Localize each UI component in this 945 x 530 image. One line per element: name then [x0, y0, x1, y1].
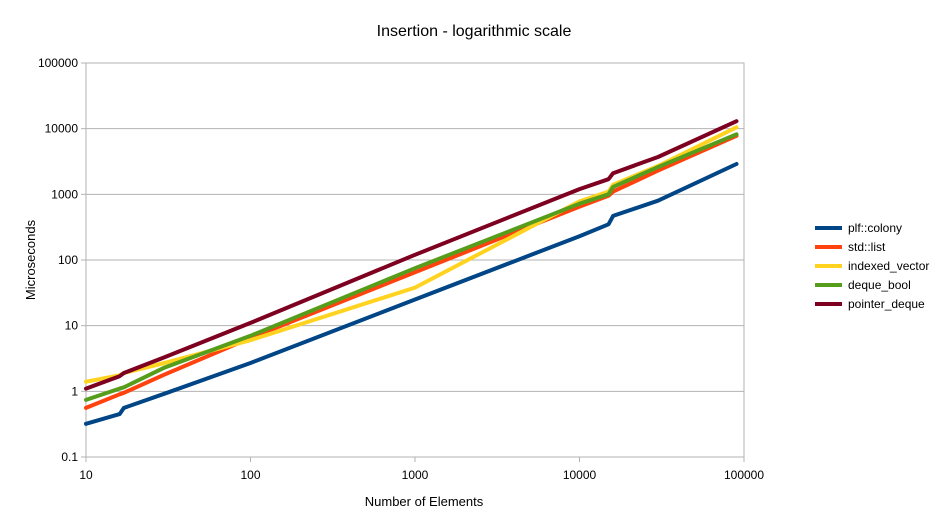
x-tick-label: 100	[240, 468, 260, 482]
x-axis-ticks: 10 100 1000 10000 100000	[79, 457, 764, 482]
legend-label: std::list	[848, 240, 886, 254]
series-line-std-list	[84, 133, 739, 410]
y-tick-label: 10000	[45, 122, 79, 136]
grid	[86, 62, 744, 458]
y-tick-label: 100000	[38, 56, 78, 70]
y-tick-label: 10	[65, 319, 79, 333]
y-axis-label: Microseconds	[23, 219, 38, 300]
y-axis-ticks: 0.1 1 10 100 1000 10000 100000	[38, 56, 86, 464]
y-tick-label: 1000	[51, 187, 78, 201]
legend-label: pointer_deque	[848, 297, 925, 311]
series-line-plf-colony	[84, 162, 739, 426]
x-tick-label: 100000	[724, 468, 764, 482]
series-line-pointer-deque	[84, 119, 739, 391]
y-tick-label: 100	[58, 253, 78, 267]
x-axis-label: Number of Elements	[365, 494, 484, 509]
chart-title: Insertion - logarithmic scale	[377, 23, 572, 40]
legend-label: deque_bool	[848, 278, 911, 292]
y-tick-label: 1	[71, 384, 78, 398]
x-tick-label: 10	[79, 468, 93, 482]
y-tick-label: 0.1	[61, 450, 78, 464]
series-lines	[84, 119, 739, 426]
series-line-deque-bool	[84, 132, 739, 402]
x-tick-label: 10000	[563, 468, 597, 482]
legend-label: indexed_vector	[848, 259, 929, 273]
legend: plf::colonystd::listindexed_vectordeque_…	[815, 221, 929, 311]
x-tick-label: 1000	[402, 468, 429, 482]
legend-label: plf::colony	[848, 221, 902, 235]
